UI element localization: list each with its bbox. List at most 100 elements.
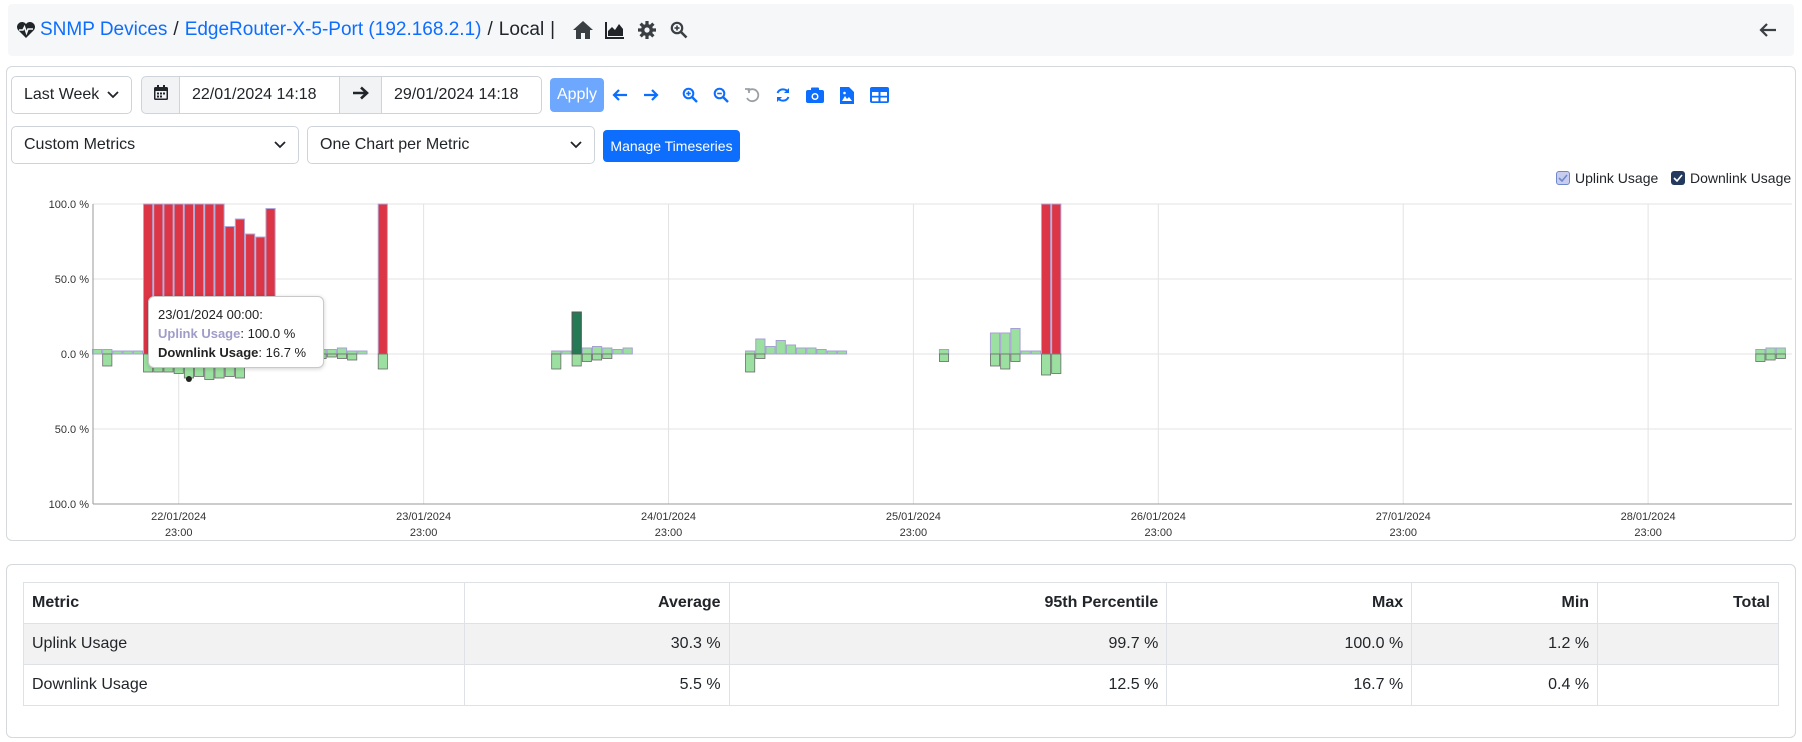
cell-total bbox=[1597, 664, 1779, 706]
downlink-bar bbox=[1051, 353, 1062, 374]
uplink-bar bbox=[938, 349, 950, 355]
uplink-bar bbox=[826, 350, 837, 355]
image-file-icon[interactable] bbox=[836, 84, 858, 106]
arrow-left-icon[interactable] bbox=[609, 84, 631, 106]
camera-icon[interactable] bbox=[804, 84, 826, 106]
col-metric: Metric bbox=[23, 582, 465, 624]
gear-icon[interactable] bbox=[631, 14, 663, 46]
downlink-bar bbox=[990, 353, 1001, 367]
uplink-bar bbox=[132, 350, 144, 355]
uplink-bar bbox=[796, 347, 807, 355]
x-tick-label: 28/01/2024 bbox=[1621, 511, 1676, 523]
zoom-in-icon[interactable] bbox=[679, 84, 701, 106]
uplink-bar bbox=[602, 347, 613, 355]
table-icon[interactable] bbox=[868, 84, 890, 106]
downlink-bar bbox=[336, 353, 347, 359]
downlink-bar bbox=[602, 353, 613, 359]
uplink-bar bbox=[1000, 332, 1011, 355]
undo-icon[interactable] bbox=[741, 84, 763, 106]
breadcrumb-device[interactable]: EdgeRouter-X-5-Port (192.168.2.1) bbox=[184, 19, 482, 40]
cell-metric: Downlink Usage bbox=[23, 664, 465, 706]
start-date-input[interactable]: 22/01/2024 14:18 bbox=[180, 76, 340, 114]
uplink-bar bbox=[622, 347, 633, 355]
x-tick-time: 23:00 bbox=[165, 527, 193, 539]
uplink-bar bbox=[326, 349, 337, 355]
metrics-select[interactable]: Custom Metrics bbox=[11, 126, 299, 164]
x-tick-label: 25/01/2024 bbox=[886, 511, 941, 523]
uplink-bar bbox=[581, 347, 592, 355]
tooltip-uplink-value: : 100.0 % bbox=[240, 326, 296, 341]
table-row: Downlink Usage 5.5 % 12.5 % 16.7 % 0.4 % bbox=[23, 664, 1779, 706]
back-arrow-icon[interactable] bbox=[1756, 18, 1780, 42]
uplink-bar bbox=[612, 349, 623, 355]
uplink-bar bbox=[102, 349, 113, 355]
table-row: Uplink Usage 30.3 % 99.7 % 100.0 % 1.2 % bbox=[23, 623, 1779, 665]
range-preset-value: Last Week bbox=[24, 86, 100, 103]
uplink-bar bbox=[591, 346, 603, 355]
legend-uplink-label: Uplink Usage bbox=[1575, 170, 1659, 186]
downlink-bar bbox=[755, 353, 766, 359]
uplink-bar bbox=[816, 349, 827, 355]
uplink-bar bbox=[112, 350, 123, 355]
calendar-button[interactable] bbox=[141, 76, 180, 114]
legend-uplink[interactable]: Uplink Usage bbox=[1556, 170, 1658, 186]
zoom-out-icon[interactable] bbox=[710, 84, 732, 106]
apply-button[interactable]: Apply bbox=[550, 78, 604, 112]
range-arrow-button[interactable] bbox=[340, 76, 382, 114]
uplink-bar bbox=[775, 340, 786, 355]
calendar-icon bbox=[153, 85, 168, 105]
chevron-down-icon bbox=[570, 136, 582, 154]
refresh-icon[interactable] bbox=[772, 84, 794, 106]
downlink-bar bbox=[1755, 353, 1766, 362]
usage-chart[interactable]: 100.0 % 50.0 % 0.0 % 50.0 % 100.0 % 22/01/202… bbox=[0, 190, 1802, 550]
cell-p95: 99.7 % bbox=[728, 623, 1168, 665]
home-icon[interactable] bbox=[567, 14, 599, 46]
downlink-bar bbox=[1041, 353, 1052, 376]
x-tick-time: 23:00 bbox=[1145, 527, 1173, 539]
downlink-bar bbox=[326, 353, 337, 358]
y-tick-label: 100.0 % bbox=[49, 499, 90, 511]
uplink-bar bbox=[1020, 350, 1031, 355]
legend-downlink[interactable]: Downlink Usage bbox=[1671, 170, 1791, 186]
uplink-bar bbox=[1010, 328, 1021, 355]
top-navbar: SNMP Devices / EdgeRouter-X-5-Port (192.… bbox=[8, 4, 1794, 56]
downlink-bar bbox=[1010, 353, 1021, 362]
breadcrumb-bar: | bbox=[550, 19, 556, 40]
downlink-bar bbox=[347, 353, 358, 361]
downlink-bar bbox=[1000, 353, 1011, 370]
x-tick-time: 23:00 bbox=[655, 527, 683, 539]
end-date-input[interactable]: 29/01/2024 14:18 bbox=[382, 76, 542, 114]
search-plus-icon[interactable] bbox=[663, 14, 695, 46]
y-tick-label: 0.0 % bbox=[61, 349, 89, 361]
downlink-bar bbox=[1775, 353, 1786, 359]
uplink-bar bbox=[1030, 350, 1041, 355]
x-tick-time: 23:00 bbox=[1634, 527, 1662, 539]
range-preset-select[interactable]: Last Week bbox=[11, 76, 132, 114]
uplink-bar bbox=[745, 350, 756, 355]
hover-point bbox=[185, 376, 192, 383]
y-tick-label: 100.0 % bbox=[49, 199, 90, 211]
highlighted-bar bbox=[571, 311, 582, 355]
arrow-right-icon[interactable] bbox=[640, 84, 662, 106]
uplink-bar bbox=[1040, 203, 1052, 355]
date-range-group: 22/01/2024 14:18 29/01/2024 14:18 bbox=[141, 76, 542, 114]
uplink-bar bbox=[1765, 347, 1776, 355]
stats-table: Metric Average 95th Percentile Max Min T… bbox=[23, 582, 1779, 706]
chart-tooltip: 23/01/2024 00:00: Uplink Usage: 100.0 % … bbox=[148, 296, 324, 368]
x-tick-label: 22/01/2024 bbox=[151, 511, 206, 523]
area-chart-icon[interactable] bbox=[599, 14, 631, 46]
layout-select[interactable]: One Chart per Metric bbox=[307, 126, 595, 164]
manage-timeseries-button[interactable]: Manage Timeseries bbox=[603, 130, 740, 162]
stats-header-row: Metric Average 95th Percentile Max Min T… bbox=[23, 582, 1779, 624]
cell-total bbox=[1597, 623, 1779, 665]
tooltip-uplink: Uplink Usage: 100.0 % bbox=[158, 324, 314, 343]
downlink-bar bbox=[592, 353, 603, 361]
breadcrumb: SNMP Devices / EdgeRouter-X-5-Port (192.… bbox=[40, 19, 561, 41]
heartbeat-icon bbox=[16, 20, 36, 40]
uplink-bar bbox=[91, 349, 103, 355]
cell-max: 100.0 % bbox=[1166, 623, 1413, 665]
checkbox-checked-icon bbox=[1671, 171, 1685, 185]
uplink-bar bbox=[561, 350, 572, 355]
breadcrumb-snmp-devices[interactable]: SNMP Devices bbox=[40, 19, 168, 40]
tooltip-time: 23/01/2024 00:00: bbox=[158, 307, 263, 322]
